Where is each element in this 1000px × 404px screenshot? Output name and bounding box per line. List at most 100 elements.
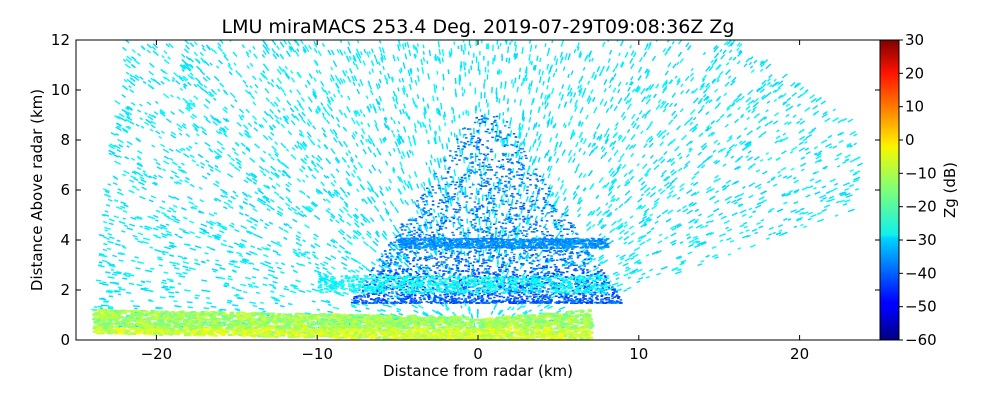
radar-cell <box>597 211 602 216</box>
radar-cell <box>778 171 781 173</box>
radar-cell <box>147 50 150 53</box>
radar-cell <box>291 121 295 125</box>
radar-cell <box>672 241 675 243</box>
radar-cell <box>837 166 840 167</box>
radar-cell <box>558 104 560 109</box>
radar-cell <box>307 291 312 292</box>
radar-cell <box>314 168 319 173</box>
radar-cell <box>340 50 343 56</box>
radar-cell <box>123 211 127 213</box>
radar-cell <box>167 210 171 212</box>
radar-cell <box>403 109 405 114</box>
radar-cell <box>421 184 422 188</box>
radar-cell <box>252 277 256 278</box>
radar-cell <box>407 203 408 206</box>
radar-cell <box>135 257 139 258</box>
radar-cell <box>321 81 324 86</box>
radar-cell <box>660 190 665 194</box>
radar-cell <box>755 232 758 233</box>
radar-cell <box>246 90 249 94</box>
radar-cell <box>568 85 570 91</box>
radar-cell <box>200 200 204 202</box>
radar-cell <box>426 162 427 165</box>
radar-cell <box>143 238 150 240</box>
radar-cell <box>583 174 585 178</box>
radar-cell <box>143 81 146 83</box>
radar-cell <box>263 135 268 139</box>
radar-cell <box>603 185 606 188</box>
radar-cell <box>344 51 345 54</box>
radar-cell <box>277 159 280 162</box>
radar-cell <box>333 130 337 135</box>
radar-cell <box>346 70 347 73</box>
radar-cell <box>293 219 297 222</box>
radar-cell <box>497 259 498 262</box>
radar-cell <box>751 66 753 68</box>
radar-cell <box>570 116 572 121</box>
radar-cell <box>512 308 515 310</box>
radar-cell <box>448 197 450 204</box>
radar-cell <box>544 224 546 227</box>
radar-cell <box>236 252 241 254</box>
radar-cell <box>210 227 213 228</box>
radar-cell <box>351 270 356 273</box>
radar-cell <box>245 130 249 133</box>
radar-cell <box>540 58 541 62</box>
radar-cell <box>424 187 425 191</box>
radar-cell <box>400 162 402 167</box>
radar-cell <box>697 264 702 266</box>
radar-cell <box>338 124 340 127</box>
radar-cell <box>375 125 378 131</box>
radar-cell <box>569 150 572 156</box>
radar-cell <box>114 216 119 218</box>
radar-cell <box>302 166 305 169</box>
radar-cell <box>586 55 588 59</box>
radar-cell <box>454 214 455 218</box>
radar-cell <box>117 192 123 195</box>
radar-cell <box>398 148 401 154</box>
radar-cell <box>813 106 818 110</box>
radar-cell <box>767 101 770 103</box>
radar-cell <box>845 200 851 202</box>
radar-cell <box>529 310 532 312</box>
radar-cell <box>737 48 739 51</box>
radar-cell <box>624 231 628 234</box>
radar-cell <box>492 207 495 209</box>
radar-cell <box>183 273 188 274</box>
radar-cell <box>499 98 500 103</box>
radar-cell <box>791 83 796 87</box>
radar-cell <box>409 175 411 179</box>
radar-cell <box>370 104 372 109</box>
radar-cell <box>239 255 243 256</box>
radar-cell <box>761 132 767 136</box>
radar-cell <box>814 111 819 114</box>
radar-cell <box>312 175 316 179</box>
radar-cell <box>254 128 258 132</box>
radar-cell <box>514 53 515 57</box>
radar-cell <box>732 77 737 82</box>
radar-cell <box>451 48 452 54</box>
radar-cell <box>247 220 253 223</box>
radar-cell <box>206 76 210 80</box>
radar-cell <box>368 147 371 153</box>
radar-cell <box>108 199 112 201</box>
radar-cell <box>616 198 619 201</box>
radar-cell <box>483 173 486 175</box>
radar-cell <box>166 224 169 225</box>
radar-cell <box>474 122 477 124</box>
radar-cell <box>726 238 731 240</box>
radar-cell <box>497 125 498 131</box>
radar-cell <box>759 197 765 200</box>
radar-cell <box>633 255 639 258</box>
radar-cell <box>221 195 224 197</box>
radar-cell <box>608 191 612 195</box>
radar-cell <box>520 68 521 72</box>
radar-cell <box>429 124 431 130</box>
radar-cell <box>314 257 319 259</box>
radar-cell <box>691 183 694 185</box>
radar-cell <box>564 67 565 71</box>
radar-cell <box>642 185 647 190</box>
radar-cell <box>448 70 449 75</box>
radar-cell <box>303 180 306 182</box>
radar-cell <box>512 313 516 316</box>
